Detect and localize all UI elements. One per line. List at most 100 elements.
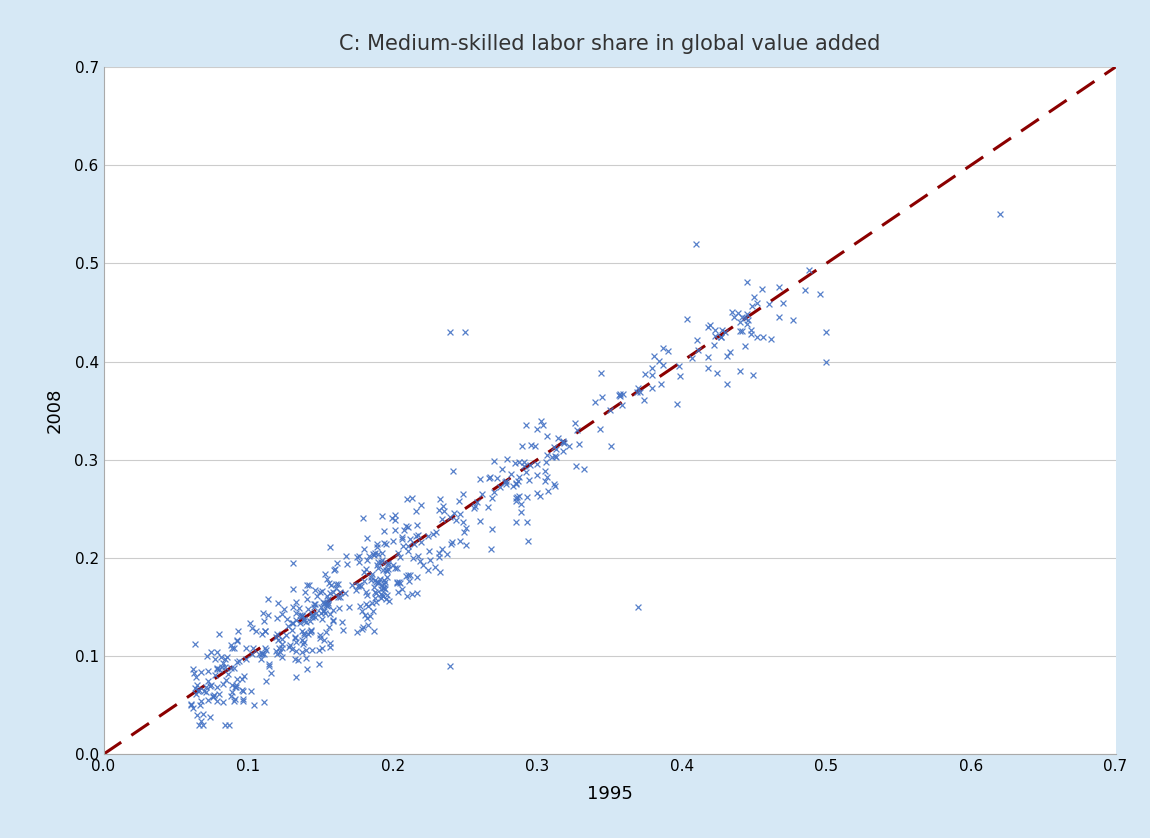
- Point: [366, 548, 384, 561]
- Point: [512, 505, 530, 519]
- Point: [366, 546, 384, 560]
- Point: [554, 434, 573, 447]
- Point: [348, 579, 367, 592]
- Point: [237, 653, 255, 666]
- Point: [554, 435, 573, 448]
- Point: [536, 465, 554, 478]
- Point: [354, 574, 373, 587]
- Point: [315, 606, 334, 619]
- Point: [269, 634, 288, 647]
- Point: [214, 678, 232, 691]
- Point: [419, 530, 437, 543]
- Point: [818, 325, 836, 339]
- Point: [375, 581, 393, 594]
- Point: [204, 691, 222, 704]
- Point: [299, 628, 317, 641]
- Point: [305, 608, 323, 622]
- Point: [753, 331, 772, 344]
- Point: [356, 597, 375, 610]
- Point: [259, 608, 277, 622]
- Point: [253, 647, 271, 660]
- Point: [430, 546, 449, 560]
- Point: [412, 535, 430, 548]
- Point: [451, 507, 469, 520]
- Point: [320, 577, 338, 590]
- Point: [393, 530, 412, 544]
- Point: [228, 655, 246, 669]
- Point: [186, 687, 205, 701]
- Point: [294, 635, 313, 649]
- Point: [184, 701, 202, 714]
- Point: [629, 600, 647, 613]
- Point: [367, 586, 385, 599]
- Point: [350, 556, 368, 569]
- Point: [255, 624, 274, 638]
- Point: [406, 530, 424, 543]
- Point: [259, 592, 277, 606]
- Point: [368, 558, 386, 572]
- Point: [201, 680, 220, 693]
- Point: [687, 237, 705, 251]
- Point: [253, 628, 271, 641]
- Point: [307, 607, 325, 620]
- Point: [509, 455, 528, 468]
- Point: [273, 638, 291, 651]
- Point: [366, 585, 384, 598]
- Point: [304, 611, 322, 624]
- Point: [689, 343, 707, 356]
- Point: [237, 641, 255, 654]
- Point: [404, 551, 422, 565]
- Point: [316, 567, 335, 581]
- Point: [283, 616, 301, 629]
- Point: [371, 587, 390, 601]
- Point: [611, 389, 629, 402]
- Point: [205, 689, 223, 702]
- Point: [488, 472, 506, 485]
- Point: [480, 500, 498, 514]
- Point: [323, 585, 342, 598]
- Point: [199, 675, 217, 688]
- Point: [569, 437, 588, 451]
- Point: [256, 674, 275, 687]
- Point: [450, 494, 468, 508]
- Point: [373, 578, 391, 592]
- Point: [367, 595, 385, 608]
- Point: [730, 365, 749, 378]
- Point: [519, 535, 537, 548]
- Point: [243, 648, 261, 661]
- Point: [298, 663, 316, 676]
- Point: [444, 464, 462, 478]
- Point: [297, 651, 315, 665]
- Point: [591, 422, 610, 436]
- Point: [367, 576, 385, 589]
- Point: [201, 711, 220, 724]
- Point: [721, 345, 739, 359]
- Point: [532, 415, 551, 428]
- Point: [284, 556, 302, 570]
- Point: [420, 544, 438, 557]
- Point: [496, 475, 514, 489]
- Point: [294, 626, 313, 639]
- Point: [653, 359, 672, 372]
- Point: [483, 522, 501, 535]
- Point: [423, 527, 442, 541]
- Point: [430, 550, 449, 563]
- Point: [554, 444, 573, 458]
- Point: [323, 614, 342, 628]
- Point: [293, 624, 312, 638]
- Point: [528, 457, 546, 470]
- Point: [473, 487, 491, 500]
- Point: [560, 439, 578, 453]
- Point: [736, 339, 754, 352]
- Point: [254, 606, 273, 619]
- Point: [313, 641, 331, 654]
- Point: [346, 583, 365, 597]
- Point: [306, 583, 324, 597]
- Point: [368, 537, 386, 551]
- Point: [297, 644, 315, 657]
- Point: [190, 718, 208, 732]
- Point: [285, 631, 304, 644]
- Point: [513, 439, 531, 453]
- Point: [398, 493, 416, 506]
- Point: [271, 645, 290, 659]
